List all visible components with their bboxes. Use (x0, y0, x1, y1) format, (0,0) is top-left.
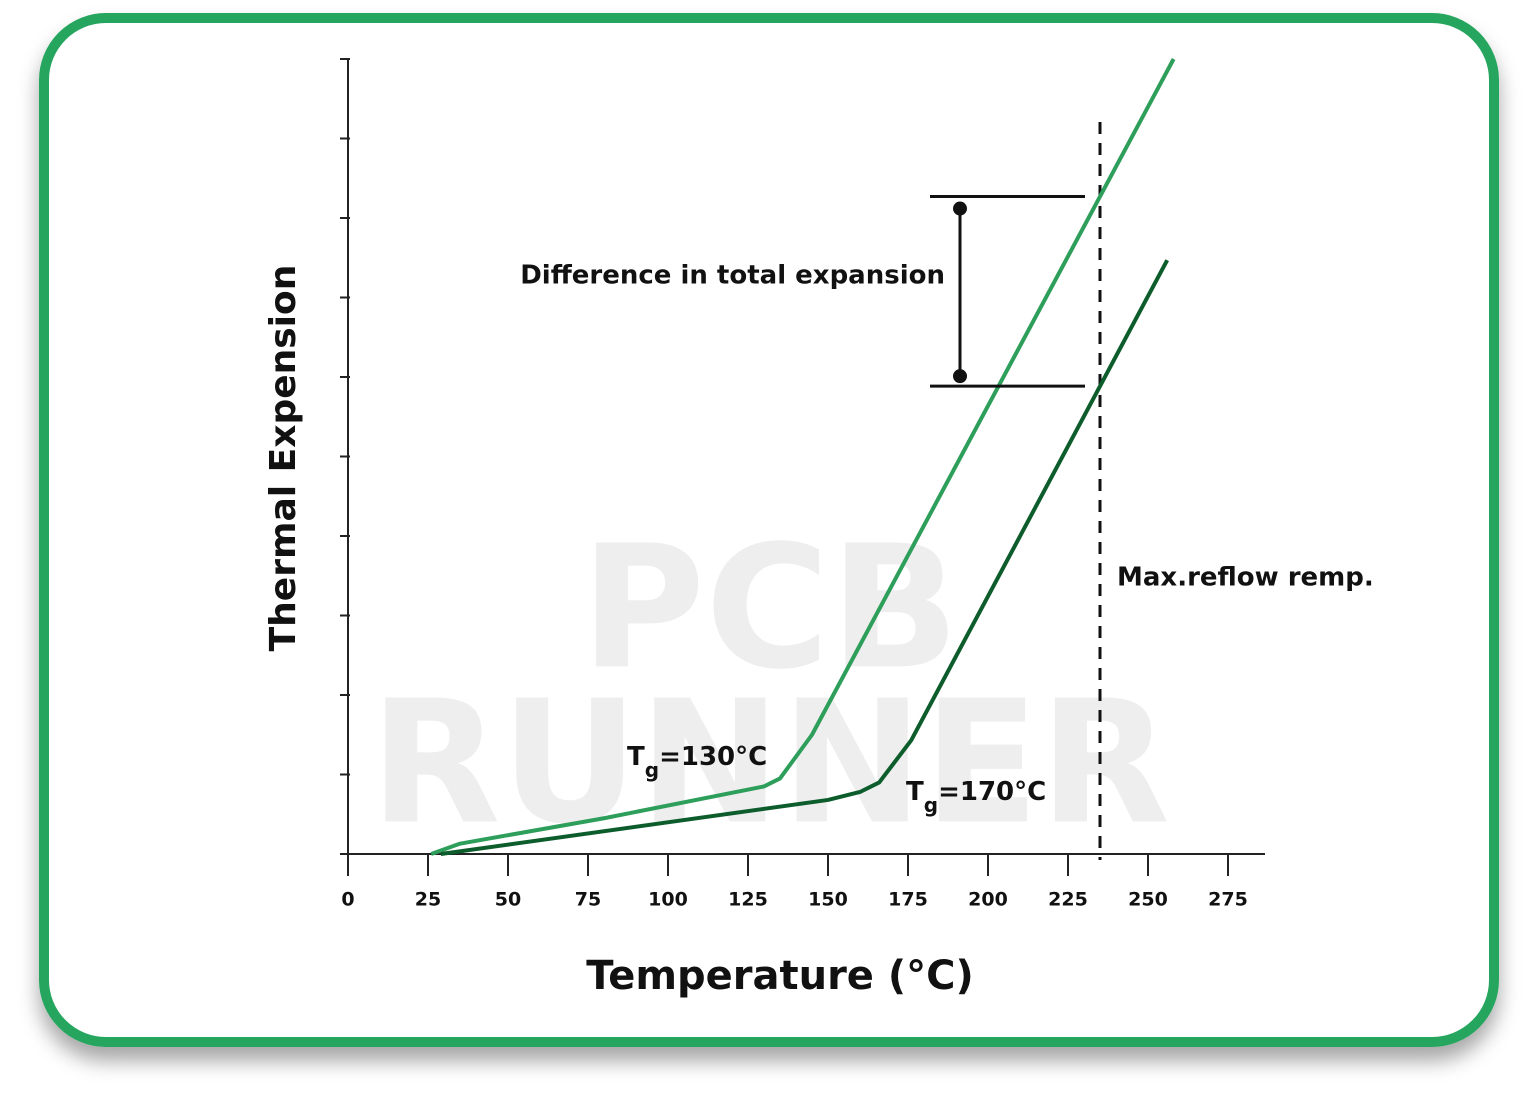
tg-rest: =130°C (659, 742, 767, 772)
watermark-text: RUNNER (370, 664, 1171, 862)
tg-sub: g (924, 793, 938, 817)
x-tick-label: 100 (648, 889, 688, 911)
x-tick-label: 225 (1048, 889, 1088, 911)
reflow-label: Max.reflow remp. (1117, 563, 1374, 593)
series-line (440, 259, 1169, 856)
x-tick-label: 250 (1128, 889, 1168, 911)
tg-sub: g (645, 758, 659, 782)
x-tick-label: 75 (575, 889, 601, 911)
difference-label: Difference in total expansion (520, 261, 945, 291)
x-tick-label: 50 (495, 889, 521, 911)
frame (39, 13, 1499, 1047)
x-tick-label: 150 (808, 889, 848, 911)
tg-main: T (627, 742, 645, 772)
bracket-dot (953, 201, 967, 216)
tg-rest: =170°C (938, 777, 1046, 807)
series-line (430, 58, 1176, 856)
x-tick-label: 25 (415, 889, 441, 911)
tg-main: T (906, 777, 924, 807)
x-tick-label: 0 (341, 889, 354, 911)
y-axis-label: Thermal Expension (263, 265, 304, 652)
watermark-text: PCB (581, 509, 960, 707)
x-tick-label: 200 (968, 889, 1008, 911)
plot: 0 25 50 75 100 125 150 175 200 225 250 275 Temperatu… (263, 58, 1374, 999)
tg-label: Tg=130°C (627, 742, 767, 782)
x-tick-label: 175 (888, 889, 928, 911)
x-axis-label: Temperature (°C) (586, 953, 974, 999)
x-tick-label: 275 (1208, 889, 1248, 911)
x-tick-label: 125 (728, 889, 768, 911)
bracket-dot (953, 369, 967, 384)
tg-label: Tg=170°C (906, 777, 1046, 817)
